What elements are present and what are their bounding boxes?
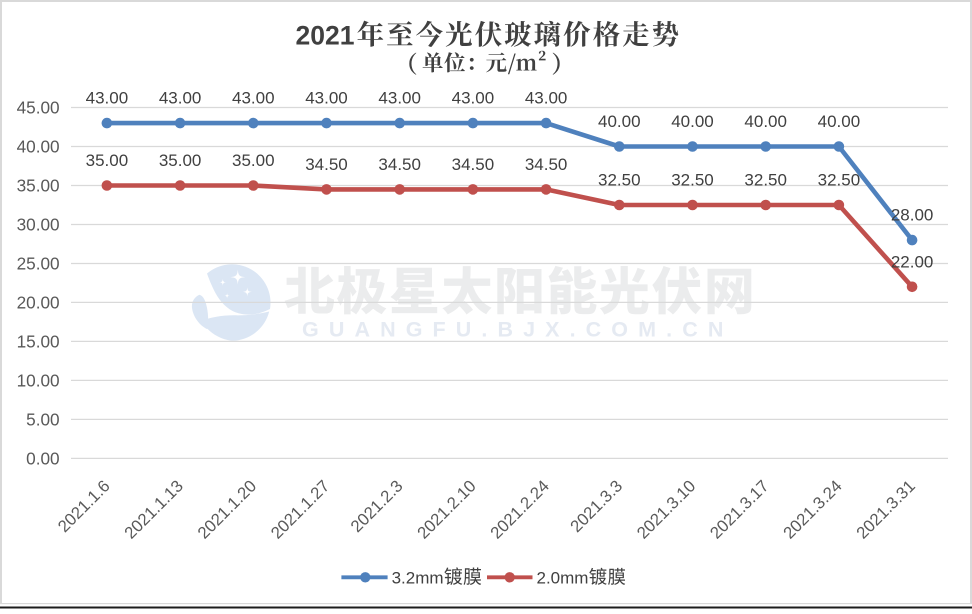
svg-text:10.00: 10.00 bbox=[17, 371, 60, 391]
svg-text:43.00: 43.00 bbox=[525, 89, 568, 108]
svg-text:43.00: 43.00 bbox=[452, 89, 495, 108]
svg-text:43.00: 43.00 bbox=[232, 89, 275, 108]
svg-text:34.50: 34.50 bbox=[305, 155, 348, 174]
svg-text:35.00: 35.00 bbox=[17, 176, 60, 196]
svg-text:GUANGFU.BJX.COM.CN: GUANGFU.BJX.COM.CN bbox=[302, 318, 733, 342]
svg-text:43.00: 43.00 bbox=[159, 89, 202, 108]
svg-text:32.50: 32.50 bbox=[818, 171, 861, 190]
svg-text:25.00: 25.00 bbox=[17, 254, 60, 274]
svg-text:32.50: 32.50 bbox=[598, 171, 641, 190]
svg-text:40.00: 40.00 bbox=[744, 112, 787, 131]
svg-text:45.00: 45.00 bbox=[17, 98, 60, 118]
svg-text:15.00: 15.00 bbox=[17, 332, 60, 352]
svg-text:35.00: 35.00 bbox=[159, 151, 202, 170]
svg-text:43.00: 43.00 bbox=[378, 89, 421, 108]
svg-text:34.50: 34.50 bbox=[452, 155, 495, 174]
svg-text:35.00: 35.00 bbox=[86, 151, 129, 170]
svg-text:34.50: 34.50 bbox=[378, 155, 421, 174]
svg-text:22.00: 22.00 bbox=[891, 252, 934, 271]
svg-text:32.50: 32.50 bbox=[671, 171, 714, 190]
svg-text:40.00: 40.00 bbox=[671, 112, 714, 131]
svg-text:35.00: 35.00 bbox=[232, 151, 275, 170]
svg-text:43.00: 43.00 bbox=[305, 89, 348, 108]
svg-text:43.00: 43.00 bbox=[86, 89, 129, 108]
svg-text:34.50: 34.50 bbox=[525, 155, 568, 174]
svg-text:40.00: 40.00 bbox=[818, 112, 861, 131]
svg-text:2.0mm: 2.0mm bbox=[537, 568, 589, 587]
svg-text:40.00: 40.00 bbox=[17, 137, 60, 157]
svg-text:5.00: 5.00 bbox=[26, 410, 59, 430]
svg-text:20.00: 20.00 bbox=[17, 293, 60, 313]
svg-text:28.00: 28.00 bbox=[891, 206, 934, 225]
svg-text:32.50: 32.50 bbox=[744, 171, 787, 190]
svg-text:0.00: 0.00 bbox=[26, 449, 59, 469]
svg-text:3.2mm: 3.2mm bbox=[392, 568, 444, 587]
svg-text:30.00: 30.00 bbox=[17, 215, 60, 235]
svg-text:40.00: 40.00 bbox=[598, 112, 641, 131]
svg-text:2021: 2021 bbox=[296, 20, 355, 50]
